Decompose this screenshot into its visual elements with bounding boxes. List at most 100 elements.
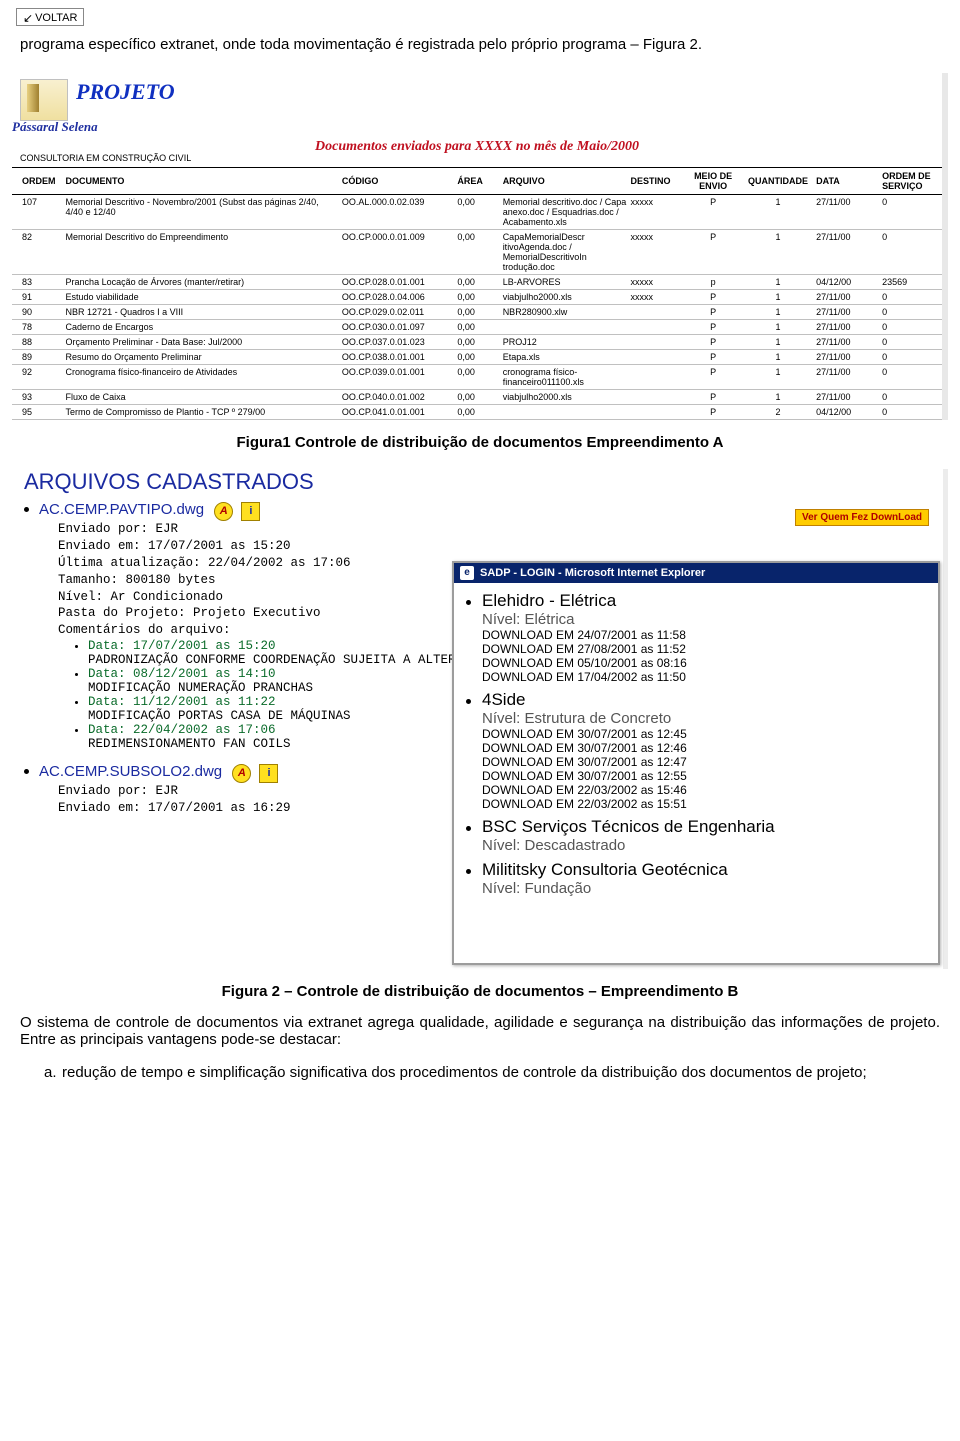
table-cell: 90 (12, 305, 64, 320)
table-cell: 2 (742, 405, 814, 420)
table-cell: 27/11/00 (814, 230, 880, 275)
table-header-row: ORDEM DOCUMENTO CÓDIGO ÁREA ARQUIVO DEST… (12, 168, 942, 195)
table-cell: LB-ARVORES (501, 275, 629, 290)
table-row: 78Caderno de EncargosOO.CP.030.0.01.0970… (12, 320, 942, 335)
table-cell: P (684, 195, 742, 230)
table-cell: viabjulho2000.xls (501, 390, 629, 405)
table-cell (629, 405, 685, 420)
voltar-button[interactable]: VOLTAR (16, 8, 84, 26)
table-cell: 1 (742, 305, 814, 320)
table-cell: 0,00 (455, 230, 500, 275)
ie-download-window: e SADP - LOGIN - Microsoft Internet Expl… (452, 561, 940, 965)
entry-nivel: Nível: Elétrica (482, 611, 928, 628)
table-cell: 27/11/00 (814, 305, 880, 320)
table-cell: Estudo viabilidade (64, 290, 340, 305)
projeto-logo (20, 79, 68, 121)
table-cell: 0,00 (455, 405, 500, 420)
table-cell: 89 (12, 350, 64, 365)
table-cell: 0 (880, 405, 942, 420)
download-line: DOWNLOAD EM 30/07/2001 as 12:45 (482, 727, 928, 741)
table-cell: 93 (12, 390, 64, 405)
table-cell: p (684, 275, 742, 290)
download-entry: Milititsky Consultoria GeotécnicaNível: … (482, 860, 928, 897)
table-cell: 1 (742, 350, 814, 365)
table-cell: OO.AL.000.0.02.039 (340, 195, 455, 230)
table-cell: Memorial Descritivo - Novembro/2001 (Sub… (64, 195, 340, 230)
table-cell (501, 405, 629, 420)
autocad-icon: A (214, 502, 233, 521)
brand-subtitle: Pássaral Selena (12, 119, 942, 135)
autocad-icon: A (232, 764, 251, 783)
table-cell: 1 (742, 390, 814, 405)
th-codigo: CÓDIGO (340, 168, 455, 195)
table-cell (629, 350, 685, 365)
table-cell: OO.CP.038.0.01.001 (340, 350, 455, 365)
entry-name: Elehidro - Elétrica (482, 591, 928, 611)
table-cell: Caderno de Encargos (64, 320, 340, 335)
table-cell: 1 (742, 320, 814, 335)
th-quantidade: QUANTIDADE (742, 168, 814, 195)
entry-nivel: Nível: Estrutura de Concreto (482, 710, 928, 727)
info-icon[interactable]: i (259, 764, 278, 783)
table-cell: NBR 12721 - Quadros I a VIII (64, 305, 340, 320)
table-cell: 04/12/00 (814, 275, 880, 290)
figura1-caption: Figura1 Controle de distribuição de docu… (0, 434, 960, 451)
table-cell: 1 (742, 335, 814, 350)
file1-name: AC.CEMP.PAVTIPO.dwg (39, 501, 204, 518)
table-cell: OO.CP.000.0.01.009 (340, 230, 455, 275)
download-line: DOWNLOAD EM 27/08/2001 as 11:52 (482, 642, 928, 656)
table-cell: P (684, 335, 742, 350)
ver-download-button[interactable]: Ver Quem Fez DownLoad (795, 509, 929, 526)
table-cell: 0 (880, 230, 942, 275)
documentos-table: ORDEM DOCUMENTO CÓDIGO ÁREA ARQUIVO DEST… (12, 167, 942, 420)
table-cell: 27/11/00 (814, 320, 880, 335)
th-area: ÁREA (455, 168, 500, 195)
table-cell: 0,00 (455, 350, 500, 365)
table-cell: 0 (880, 365, 942, 390)
table-cell: P (684, 305, 742, 320)
table-cell: Fluxo de Caixa (64, 390, 340, 405)
table-cell: xxxxx (629, 195, 685, 230)
table-row: 92Cronograma físico-financeiro de Ativid… (12, 365, 942, 390)
table-cell: 0,00 (455, 390, 500, 405)
table-row: 89Resumo do Orçamento PreliminarOO.CP.03… (12, 350, 942, 365)
table-cell: 83 (12, 275, 64, 290)
download-line: DOWNLOAD EM 24/07/2001 as 11:58 (482, 628, 928, 642)
table-cell: PROJ12 (501, 335, 629, 350)
table-cell: 0,00 (455, 320, 500, 335)
info-icon[interactable]: i (241, 502, 260, 521)
table-cell: 0,00 (455, 290, 500, 305)
table-cell: OO.CP.028.0.01.001 (340, 275, 455, 290)
entry-name: Milititsky Consultoria Geotécnica (482, 860, 928, 880)
th-destino: DESTINO (629, 168, 685, 195)
file-meta-line: Enviado em: 17/07/2001 as 15:20 (58, 538, 943, 555)
table-cell: OO.CP.030.0.01.097 (340, 320, 455, 335)
table-cell: 95 (12, 405, 64, 420)
table-cell: 0 (880, 390, 942, 405)
table-cell: Prancha Locação de Árvores (manter/retir… (64, 275, 340, 290)
table-cell: xxxxx (629, 275, 685, 290)
th-ordem: ORDEM (12, 168, 64, 195)
table-row: 93Fluxo de CaixaOO.CP.040.0.01.0020,00vi… (12, 390, 942, 405)
table-cell: viabjulho2000.xls (501, 290, 629, 305)
download-entry: BSC Serviços Técnicos de EngenhariaNível… (482, 817, 928, 854)
table-row: 95Termo de Compromisso de Plantio - TCP … (12, 405, 942, 420)
table-row: 107Memorial Descritivo - Novembro/2001 (… (12, 195, 942, 230)
table-cell: 0,00 (455, 305, 500, 320)
table-row: 90NBR 12721 - Quadros I a VIIIOO.CP.029.… (12, 305, 942, 320)
entry-name: BSC Serviços Técnicos de Engenharia (482, 817, 928, 837)
table-cell: 92 (12, 365, 64, 390)
table-cell: 0 (880, 350, 942, 365)
table-row: 88Orçamento Preliminar - Data Base: Jul/… (12, 335, 942, 350)
table-cell: Memorial descritivo.doc / Capa anexo.doc… (501, 195, 629, 230)
table-cell: P (684, 365, 742, 390)
table-cell: Cronograma físico-financeiro de Atividad… (64, 365, 340, 390)
table-cell: CapaMemorialDescr itivoAgenda.doc / Memo… (501, 230, 629, 275)
download-line: DOWNLOAD EM 22/03/2002 as 15:51 (482, 797, 928, 811)
table-cell: Resumo do Orçamento Preliminar (64, 350, 340, 365)
arquivos-cadastrados-title: ARQUIVOS CADASTRADOS (24, 469, 943, 495)
download-line: DOWNLOAD EM 17/04/2002 as 11:50 (482, 670, 928, 684)
ie-icon: e (460, 566, 474, 580)
table-cell: Orçamento Preliminar - Data Base: Jul/20… (64, 335, 340, 350)
download-entry: Elehidro - ElétricaNível: ElétricaDOWNLO… (482, 591, 928, 684)
